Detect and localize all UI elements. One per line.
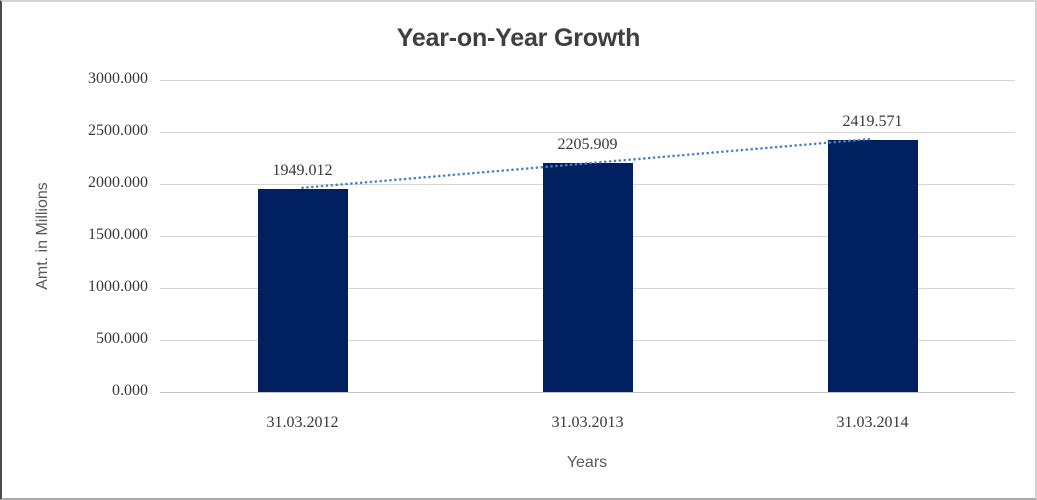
gridline (160, 131, 1015, 133)
bar (827, 140, 918, 392)
plot-area: 1949.012 2205.909 2419.571 (160, 79, 1015, 393)
chart-title: Year-on-Year Growth (396, 24, 641, 52)
y-tick-label: 1500.000 (88, 226, 148, 243)
y-tick-label: 2500.000 (88, 122, 148, 139)
y-tick-label: 500.000 (96, 330, 148, 347)
y-tick-label: 1000.000 (88, 278, 148, 295)
bar-value-label: 2205.909 (557, 135, 618, 153)
y-tick-label: 0.000 (112, 382, 148, 399)
x-axis-title: Years (566, 454, 608, 471)
bar (542, 162, 633, 392)
x-tick-label: 31.03.2013 (551, 414, 624, 431)
bar (257, 189, 348, 392)
x-tick-label: 31.03.2014 (836, 414, 909, 431)
y-tick-label: 2000.000 (88, 174, 148, 191)
x-tick-label: 31.03.2012 (266, 414, 339, 431)
bar-value-label: 2419.571 (842, 113, 903, 131)
gridline (160, 391, 1015, 393)
gridline (160, 79, 1015, 81)
bar-value-label: 1949.012 (272, 162, 333, 180)
trendline (301, 137, 874, 190)
y-tick-label: 3000.000 (88, 70, 148, 87)
